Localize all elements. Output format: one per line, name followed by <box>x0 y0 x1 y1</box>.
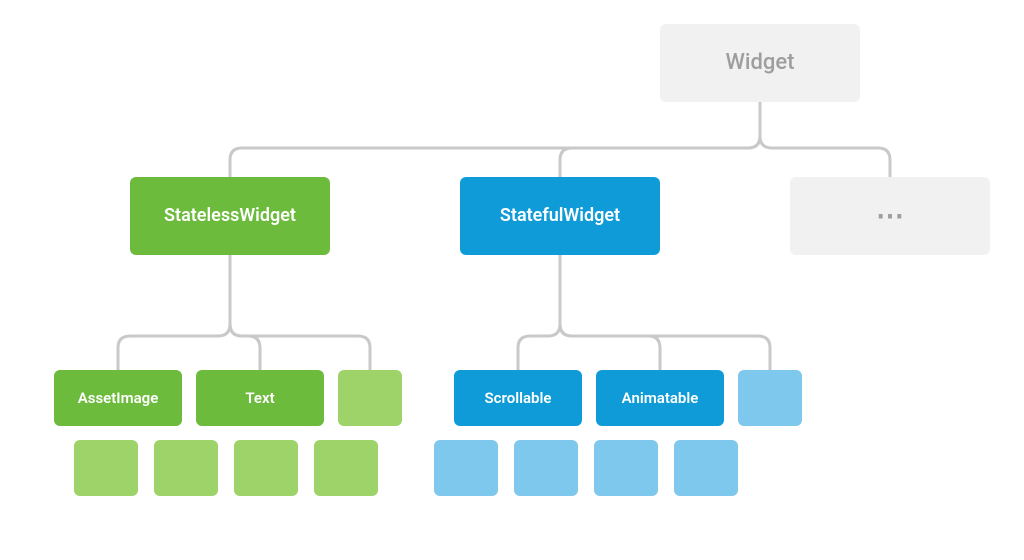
node-label: Text <box>245 389 274 407</box>
edge-stateless-to-assetimage <box>118 255 230 370</box>
node-b-row-1 <box>434 440 498 496</box>
node-g-row-4 <box>314 440 378 496</box>
node-stateful-blank <box>738 370 802 426</box>
edge-widget-to-stateless <box>230 102 760 177</box>
node-label: AssetImage <box>78 389 159 407</box>
edge-stateful-to-stateful-blank <box>560 255 770 370</box>
node-b-row-3 <box>594 440 658 496</box>
node-more: ⋯ <box>790 177 990 255</box>
node-assetimage: AssetImage <box>54 370 182 426</box>
edge-stateful-to-scrollable <box>518 255 560 370</box>
edge-stateless-to-text <box>230 255 260 370</box>
node-label: StatelessWidget <box>164 205 296 227</box>
edge-widget-to-more <box>760 102 890 177</box>
node-stateless-blank <box>338 370 402 426</box>
node-g-row-1 <box>74 440 138 496</box>
node-text: Text <box>196 370 324 426</box>
node-b-row-4 <box>674 440 738 496</box>
node-label: StatefulWidget <box>500 205 620 227</box>
edge-widget-to-stateful <box>560 102 760 177</box>
node-b-row-2 <box>514 440 578 496</box>
edge-stateless-to-stateless-blank <box>230 255 370 370</box>
diagram-stage: Widget StatelessWidget StatefulWidget ⋯ Asse… <box>0 0 1024 560</box>
node-label: Scrollable <box>485 389 552 407</box>
node-stateless: StatelessWidget <box>130 177 330 255</box>
node-label: ⋯ <box>876 199 904 233</box>
node-animatable: Animatable <box>596 370 724 426</box>
node-widget: Widget <box>660 24 860 102</box>
node-label: Animatable <box>622 389 699 407</box>
edge-stateful-to-animatable <box>560 255 660 370</box>
node-g-row-3 <box>234 440 298 496</box>
node-label: Widget <box>726 50 795 76</box>
node-scrollable: Scrollable <box>454 370 582 426</box>
node-stateful: StatefulWidget <box>460 177 660 255</box>
node-g-row-2 <box>154 440 218 496</box>
